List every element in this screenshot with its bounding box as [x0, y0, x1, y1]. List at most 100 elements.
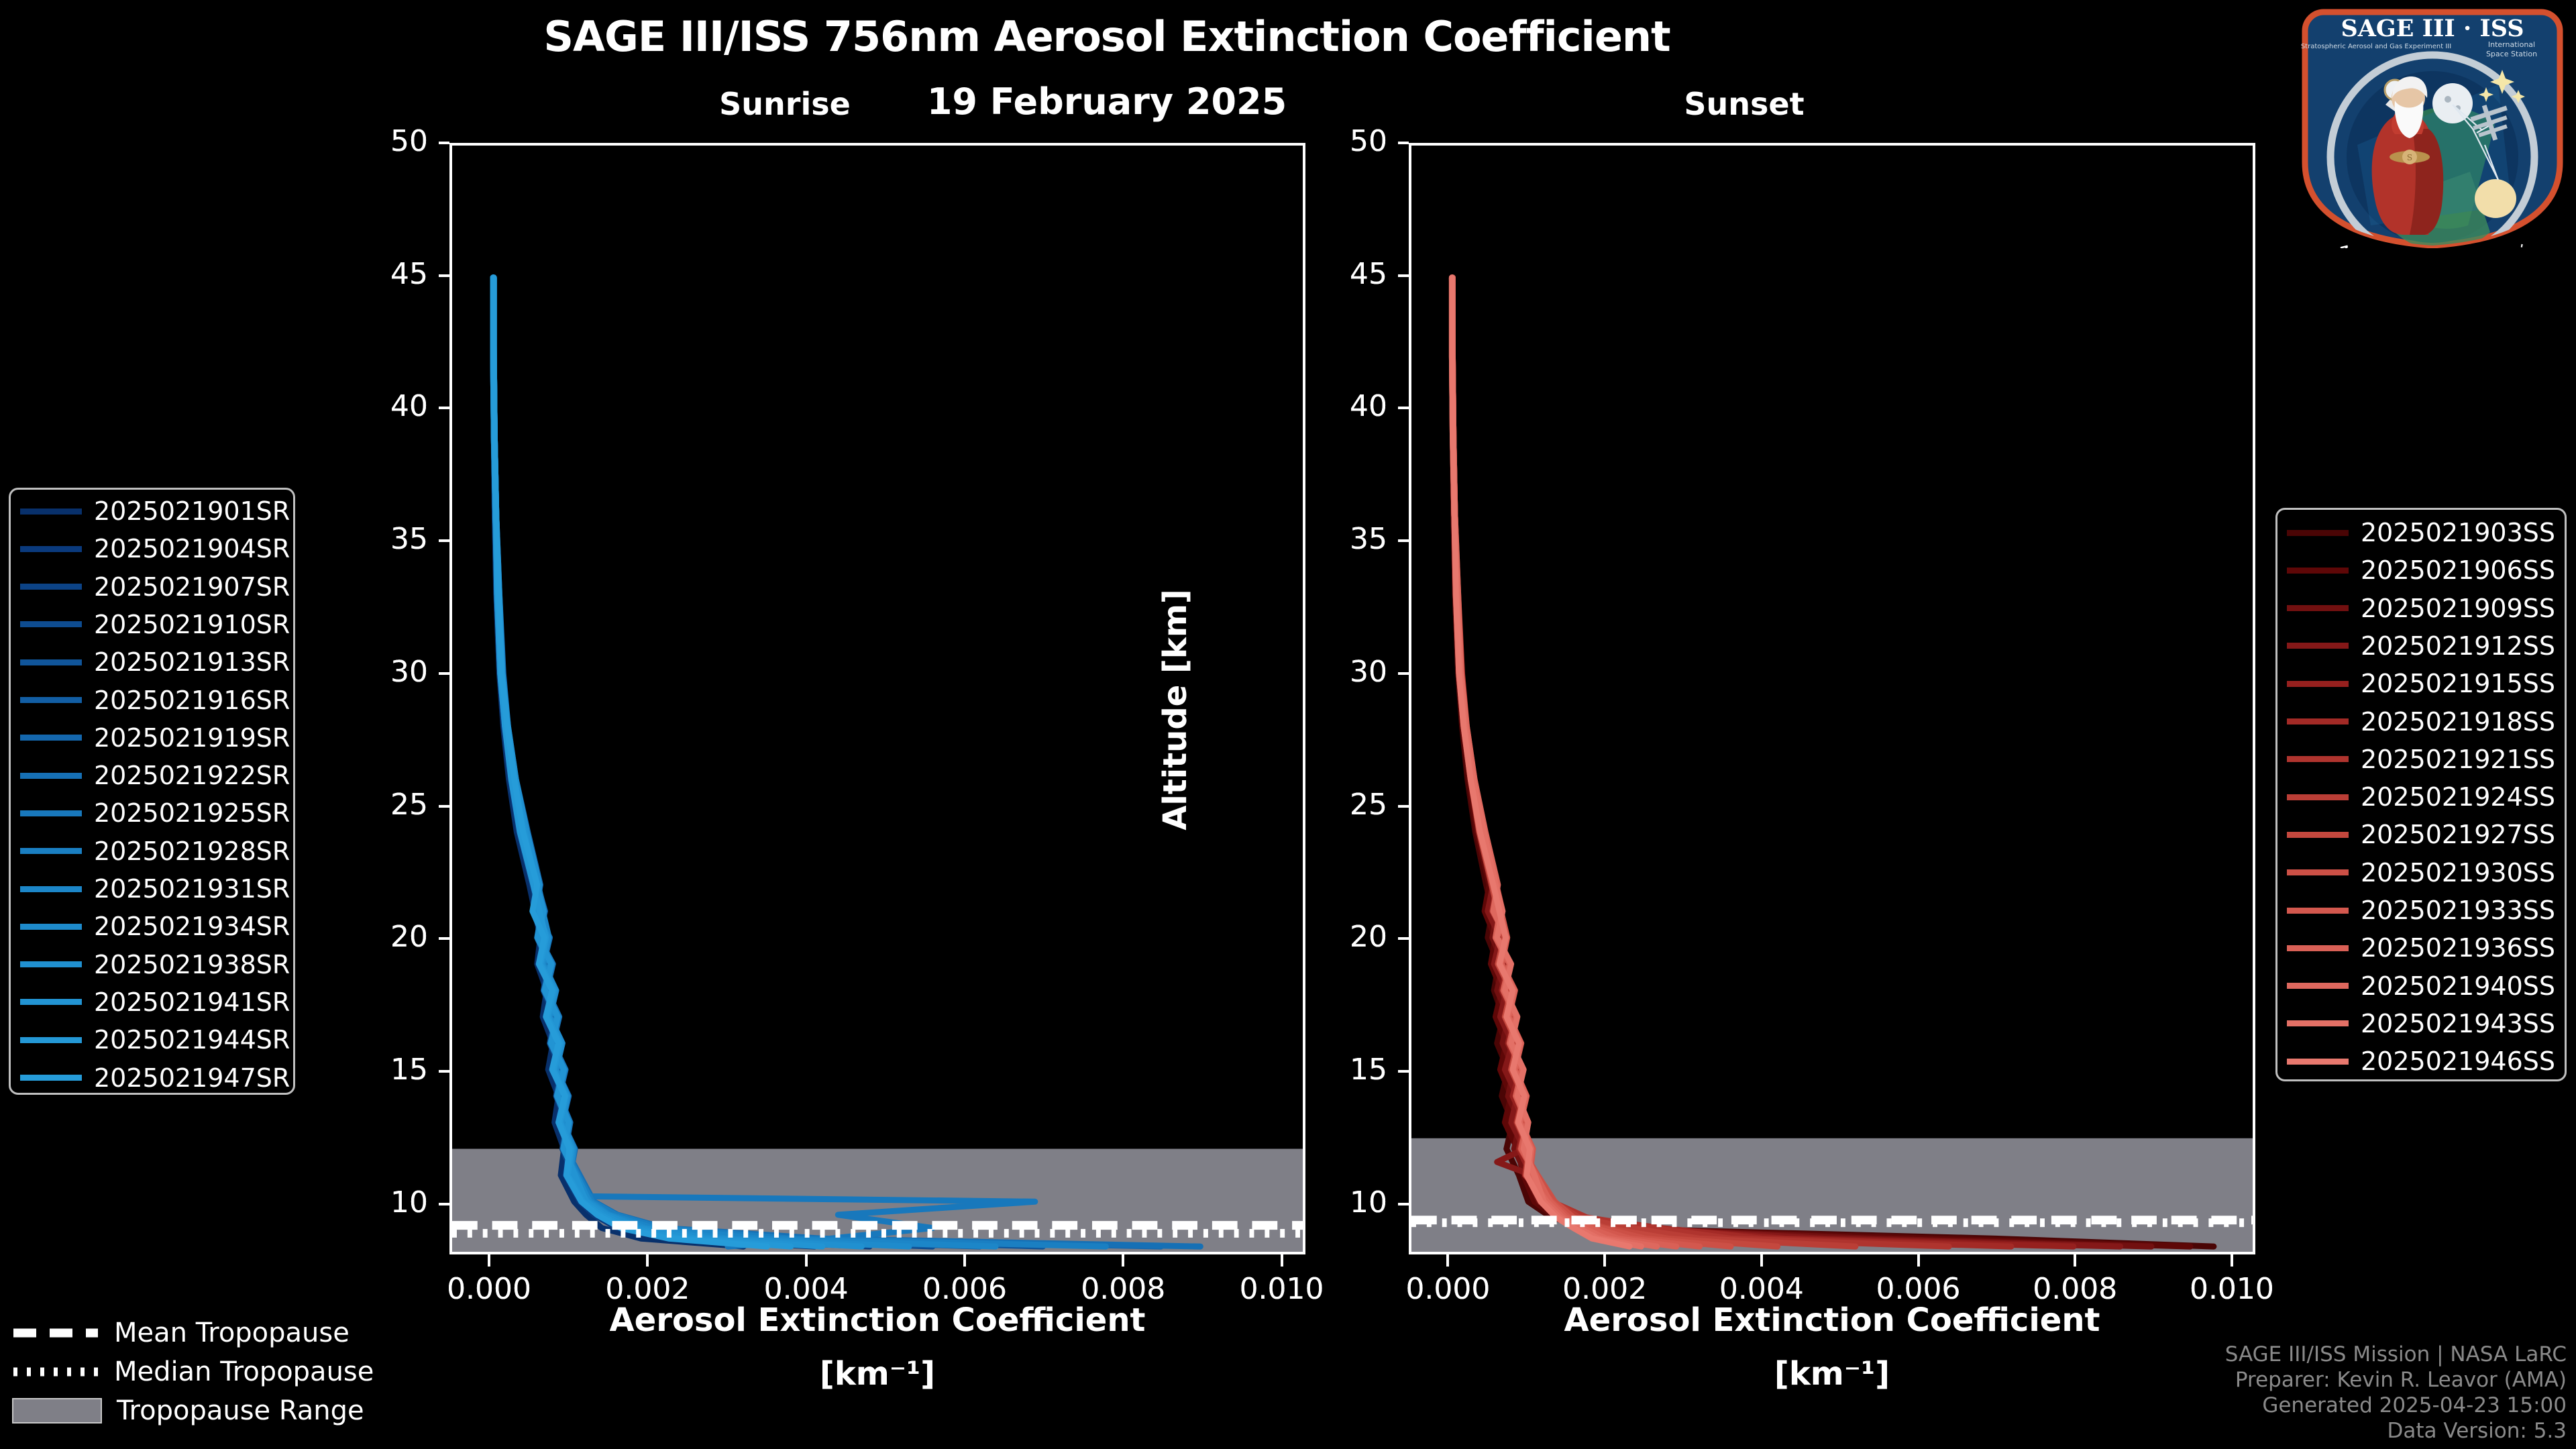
y-tick-mark	[439, 937, 449, 941]
x-tick-mark	[2230, 1254, 2233, 1267]
legend-item[interactable]: 2025021912SS	[2287, 627, 2555, 665]
x-tick-label: 0.004	[763, 1272, 849, 1306]
legend-item[interactable]: 2025021936SS	[2287, 929, 2555, 967]
legend-item[interactable]: 2025021931SR	[20, 870, 290, 908]
legend-item[interactable]: 2025021922SR	[20, 757, 290, 794]
profile-line	[490, 274, 771, 1250]
profile-line	[490, 274, 818, 1250]
x-tick-label: 0.006	[922, 1272, 1007, 1306]
profile-line	[1448, 274, 2155, 1250]
y-tick-label: 40	[390, 389, 428, 424]
y-tick-label: 30	[1350, 654, 1387, 689]
legend-item[interactable]: 2025021921SS	[2287, 741, 2555, 778]
legend-color-swatch	[2287, 605, 2349, 612]
profile-line	[1448, 274, 1703, 1250]
legend-item[interactable]: 2025021909SS	[2287, 590, 2555, 627]
legend-item[interactable]: 2025021916SR	[20, 682, 290, 719]
y-tick-label: 40	[390, 389, 428, 424]
legend-tropopause: Mean Tropopause Median Tropopause Tropopau…	[12, 1313, 388, 1430]
legend-item-label: 2025021928SR	[94, 836, 290, 866]
legend-color-swatch	[20, 508, 82, 515]
y-tick-label: 30	[390, 654, 428, 689]
credits-line: SAGE III/ISS Mission | NASA LaRC	[2224, 1342, 2567, 1366]
x-tick-mark	[488, 1254, 491, 1267]
legend-item[interactable]: 2025021928SR	[20, 833, 290, 870]
legend-item-label: 2025021924SS	[2361, 782, 2556, 812]
legend-item[interactable]: 2025021901SR	[20, 492, 290, 530]
legend-color-swatch	[2287, 567, 2349, 574]
legend-item[interactable]: 2025021925SR	[20, 794, 290, 832]
x-tick-mark	[1280, 1254, 1283, 1267]
profile-line	[490, 274, 1038, 1250]
x-tick-label: 0.004	[1719, 1272, 1804, 1306]
legend-item[interactable]: 2025021924SS	[2287, 778, 2555, 816]
legend-color-swatch	[20, 999, 82, 1006]
legend-item-label: 2025021943SS	[2361, 1008, 2556, 1038]
y-tick-label: 25	[1350, 787, 1387, 822]
legend-item[interactable]: 2025021930SS	[2287, 854, 2555, 892]
legend-item[interactable]: 2025021907SR	[20, 568, 290, 606]
legend-sunrise[interactable]: 2025021901SR 2025021904SR 2025021907SR 2025…	[9, 488, 295, 1095]
legend-item[interactable]: 2025021941SR	[20, 983, 290, 1021]
legend-item-label: 2025021933SS	[2361, 896, 2556, 925]
legend-color-swatch	[20, 697, 82, 703]
credits-line: Generated 2025-04-23 15:00	[2262, 1393, 2567, 1417]
page-title: SAGE III/ISS 756nm Aerosol Extinction Co…	[543, 12, 1670, 61]
y-tick-mark	[439, 539, 449, 543]
legend-item[interactable]: 2025021910SR	[20, 606, 290, 643]
x-tick-label: 0.006	[1876, 1272, 1961, 1306]
legend-item[interactable]: 2025021934SR	[20, 908, 290, 945]
x-tick-mark	[646, 1254, 649, 1267]
legend-color-swatch	[2287, 794, 2349, 800]
profile-line	[490, 274, 1109, 1250]
legend-sunset[interactable]: 2025021903SS 2025021906SS 2025021909SS 2025…	[2275, 508, 2567, 1081]
x-tick-mark	[1446, 1254, 1450, 1267]
tropopause-legend-label: Tropopause Range	[117, 1395, 364, 1426]
y-axis-title-sunset: Altitude [km]	[1157, 589, 1194, 830]
x-tick-mark	[1917, 1254, 1920, 1267]
profile-line	[1450, 274, 1734, 1250]
legend-item[interactable]: 2025021915SS	[2287, 665, 2555, 702]
y-tick-label: 45	[390, 256, 428, 291]
legend-item-label: 2025021907SR	[94, 572, 290, 602]
legend-item[interactable]: 2025021947SR	[20, 1059, 290, 1097]
y-tick-label: 20	[390, 920, 428, 955]
legend-item[interactable]: 2025021913SR	[20, 643, 290, 681]
legend-item[interactable]: 2025021943SS	[2287, 1005, 2555, 1042]
x-axis-units-sunrise: [km⁻¹]	[819, 1355, 936, 1393]
legend-item[interactable]: 2025021904SR	[20, 530, 290, 568]
legend-color-swatch	[20, 923, 82, 930]
profile-line	[1448, 274, 1680, 1250]
x-tick-mark	[1122, 1254, 1125, 1267]
legend-color-swatch	[20, 1075, 82, 1081]
legend-item[interactable]: 2025021940SS	[2287, 967, 2555, 1005]
legend-item[interactable]: 2025021944SR	[20, 1021, 290, 1059]
legend-item-label: 2025021910SR	[94, 609, 290, 639]
legend-item-label: 2025021936SS	[2361, 933, 2556, 963]
legend-item[interactable]: 2025021938SR	[20, 946, 290, 983]
legend-color-swatch	[20, 545, 82, 552]
legend-item[interactable]: 2025021919SR	[20, 719, 290, 757]
x-tick-label: 0.000	[1405, 1272, 1491, 1306]
y-tick-mark	[1398, 274, 1409, 277]
tropopause-legend-item: Tropopause Range	[12, 1391, 388, 1430]
legend-item[interactable]: 2025021903SS	[2287, 514, 2555, 551]
y-tick-label: 45	[390, 256, 428, 291]
tropopause-legend-key	[12, 1324, 99, 1342]
y-tick-label: 25	[390, 787, 428, 822]
y-tick-label: 50	[1350, 124, 1387, 158]
legend-item[interactable]: 2025021946SS	[2287, 1042, 2555, 1080]
tropopause-legend-label: Median Tropopause	[114, 1356, 374, 1387]
x-tick-label: 0.010	[1239, 1272, 1324, 1306]
legend-item[interactable]: 2025021933SS	[2287, 892, 2555, 929]
x-tick-label: 0.004	[1719, 1272, 1804, 1306]
legend-item[interactable]: 2025021918SS	[2287, 703, 2555, 741]
legend-item[interactable]: 2025021906SS	[2287, 551, 2555, 589]
tropopause-legend-key	[12, 1398, 102, 1424]
legend-item-label: 2025021912SS	[2361, 631, 2556, 661]
legend-item[interactable]: 2025021927SS	[2287, 816, 2555, 853]
y-tick-mark	[439, 274, 449, 277]
x-tick-label: 0.010	[1239, 1272, 1324, 1306]
legend-item-label: 2025021903SS	[2361, 518, 2556, 547]
y-tick-label: 50	[390, 124, 428, 158]
